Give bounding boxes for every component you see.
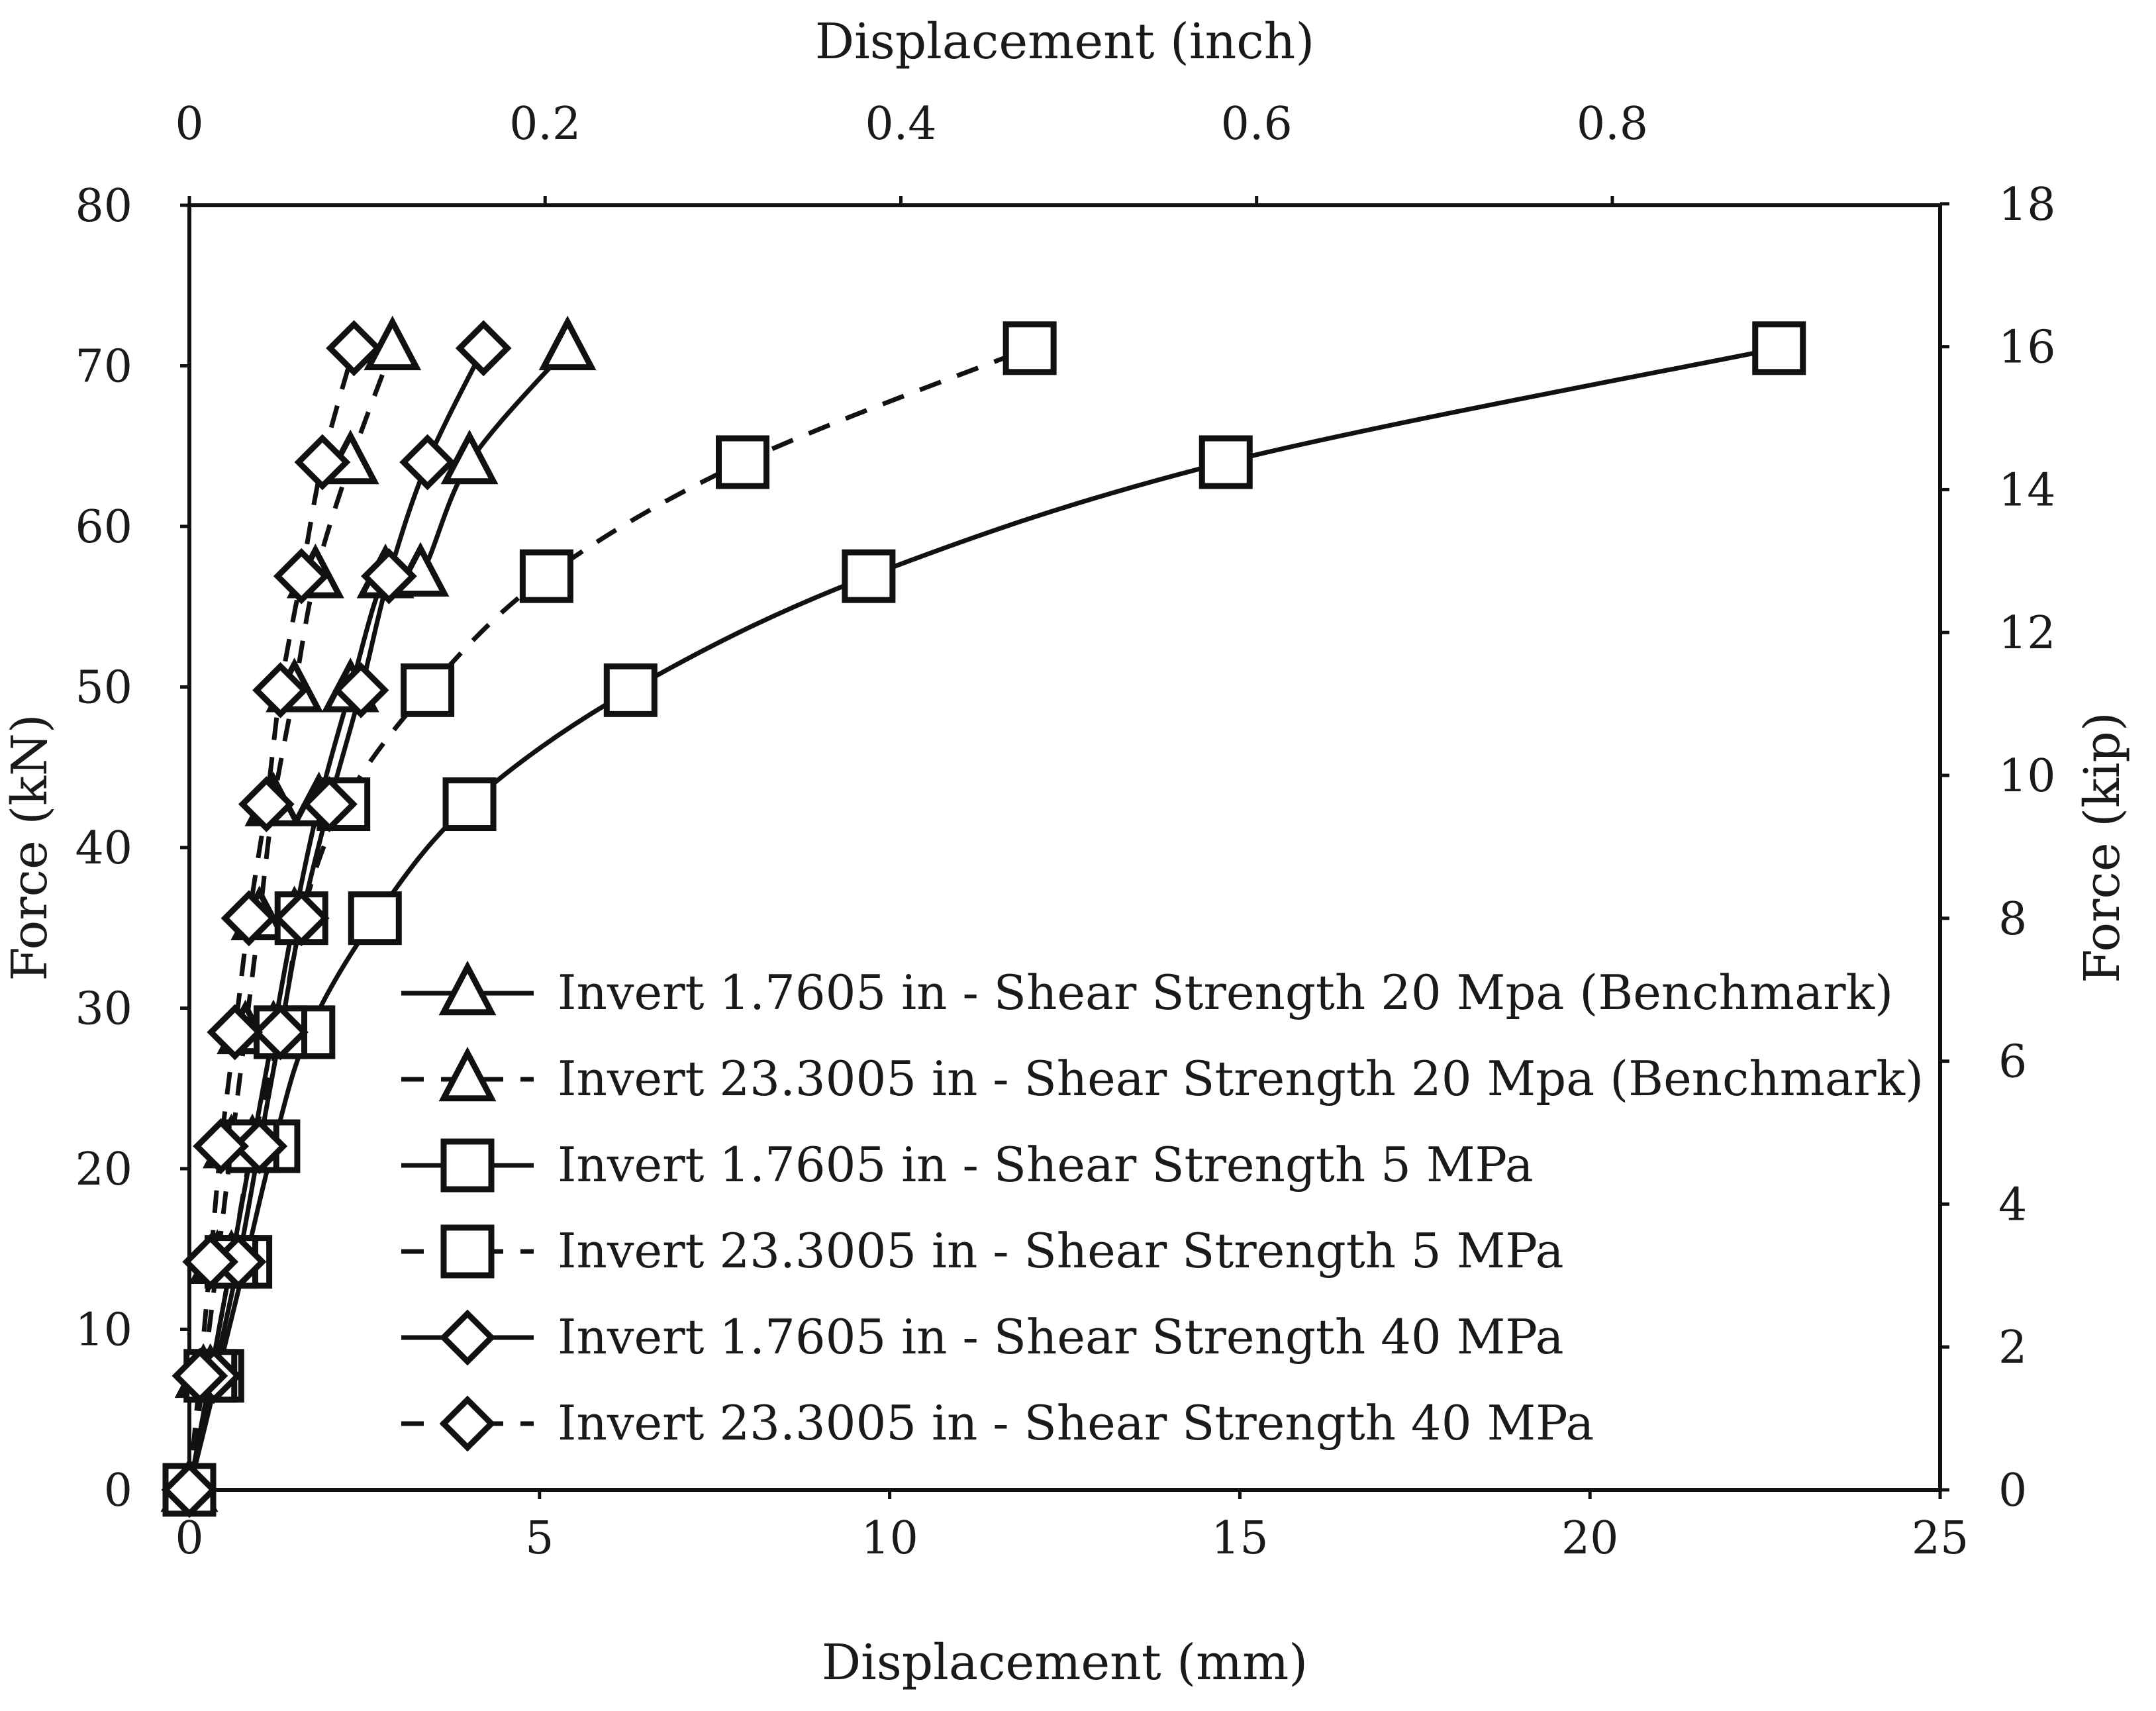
y-left-tick-label: 30	[75, 983, 132, 1036]
legend-marker-triangle	[438, 960, 497, 1016]
data-point-square	[842, 549, 896, 603]
x-top-tick-label: 0.4	[865, 98, 936, 150]
y-left-tick-label: 40	[75, 822, 132, 875]
legend-entry: Invert 23.3005 in - Shear Strength 20 Mp…	[401, 1046, 1924, 1106]
data-point-diamond	[294, 434, 351, 491]
data-point-diamond	[399, 434, 456, 491]
y-left-tick-label: 20	[75, 1144, 132, 1196]
x-bottom-tick-label: 0	[175, 1512, 203, 1565]
y-right-tick-label: 10	[1998, 750, 2056, 803]
plot-area	[187, 203, 1942, 1492]
y-left-tick-label: 70	[75, 341, 132, 393]
y-right-axis-title: Force (kip)	[2074, 712, 2131, 983]
y-left-axis-title: Force (kN)	[1, 714, 58, 981]
legend-marker-diamond	[439, 1309, 496, 1366]
data-point-square	[348, 891, 402, 946]
y-right-tick-label: 8	[1998, 893, 2027, 946]
y-right-tick-label: 12	[1998, 607, 2056, 660]
y-right-tick-label: 6	[1998, 1036, 2027, 1089]
data-point-diamond	[361, 548, 417, 605]
x-bottom-tick-label: 5	[525, 1512, 554, 1565]
data-point-square	[1003, 321, 1057, 375]
y-right-tick-label: 16	[1998, 322, 2056, 374]
legend-marker-square	[440, 1224, 495, 1279]
data-point-diamond	[455, 320, 512, 377]
data-point-diamond	[207, 1004, 264, 1061]
data-point-square	[603, 663, 658, 717]
data-point-diamond	[161, 1461, 218, 1518]
data-point-diamond	[182, 1234, 239, 1291]
data-point-square	[1752, 321, 1806, 375]
data-point-triangle	[538, 315, 597, 371]
legend-entry: Invert 1.7605 in - Shear Strength 5 MPa	[401, 1137, 1534, 1193]
data-point-triangle	[364, 315, 422, 371]
data-point-square	[1199, 435, 1253, 489]
x-top-tick-label: 0.8	[1577, 98, 1648, 150]
x-bottom-tick-label: 20	[1561, 1512, 1619, 1565]
y-right-tick-label: 4	[1998, 1179, 2027, 1231]
y-left-tick-label: 50	[75, 662, 132, 714]
legend: Invert 1.7605 in - Shear Strength 20 Mpa…	[401, 960, 1924, 1452]
legend-label: Invert 1.7605 in - Shear Strength 40 MPa	[558, 1309, 1564, 1365]
data-point-diamond	[301, 776, 358, 832]
y-left-tick-label: 80	[75, 180, 132, 232]
legend-entry: Invert 23.3005 in - Shear Strength 40 MP…	[401, 1395, 1594, 1452]
y-left-tick-label: 60	[75, 501, 132, 554]
legend-marker-diamond	[439, 1395, 496, 1452]
legend-marker-square	[440, 1138, 495, 1193]
data-point-square	[401, 663, 455, 717]
data-point-triangle	[440, 429, 499, 485]
data-point-diamond	[193, 1118, 249, 1175]
y-right-tick-label: 2	[1998, 1322, 2027, 1374]
x-bottom-tick-label: 15	[1211, 1512, 1269, 1565]
x-top-tick-label: 0.2	[509, 98, 581, 150]
legend-entry: Invert 23.3005 in - Shear Strength 5 MPa	[401, 1223, 1564, 1279]
series-6	[161, 320, 382, 1518]
axis-ticks: 0 5 10 15 20 250 0.2 0.4 0.6 0.801020304050607080…	[75, 98, 2055, 1565]
y-right-tick-label: 18	[1998, 179, 2056, 231]
x-top-tick-label: 0	[175, 98, 203, 150]
legend-label: Invert 23.3005 in - Shear Strength 20 Mp…	[558, 1051, 1924, 1106]
data-point-diamond	[252, 661, 309, 718]
y-right-tick-label: 14	[1998, 464, 2056, 516]
legend-marker-triangle	[438, 1046, 497, 1102]
legend-label: Invert 23.3005 in - Shear Strength 5 MPa	[558, 1223, 1564, 1279]
legend-label: Invert 1.7605 in - Shear Strength 20 Mpa…	[558, 965, 1893, 1020]
data-point-diamond	[172, 1347, 228, 1404]
data-point-square	[716, 435, 770, 489]
x-bottom-tick-label: 10	[861, 1512, 918, 1565]
data-point-diamond	[332, 661, 389, 718]
x-bottom-axis-title: Displacement (mm)	[822, 1634, 1308, 1691]
legend-entry: Invert 1.7605 in - Shear Strength 20 Mpa…	[401, 960, 1893, 1020]
data-point-diamond	[252, 1004, 309, 1061]
data-point-diamond	[273, 548, 330, 605]
data-point-diamond	[238, 776, 295, 832]
y-right-tick-label: 0	[1998, 1465, 2027, 1517]
data-point-diamond	[273, 890, 330, 947]
series-5	[161, 320, 512, 1518]
data-point-square	[519, 549, 573, 603]
legend-label: Invert 1.7605 in - Shear Strength 5 MPa	[558, 1137, 1534, 1193]
data-series	[160, 315, 1806, 1518]
y-left-tick-label: 10	[75, 1304, 132, 1357]
x-top-tick-label: 0.6	[1221, 98, 1293, 150]
legend-label: Invert 23.3005 in - Shear Strength 40 MP…	[558, 1395, 1594, 1451]
legend-entry: Invert 1.7605 in - Shear Strength 40 MPa	[401, 1309, 1564, 1366]
x-top-axis-title: Displacement (inch)	[815, 13, 1314, 70]
data-point-diamond	[220, 890, 277, 947]
y-left-tick-label: 0	[104, 1465, 132, 1517]
x-bottom-tick-label: 25	[1912, 1512, 1969, 1565]
data-point-square	[442, 777, 497, 832]
data-point-diamond	[326, 320, 382, 377]
data-point-diamond	[231, 1118, 288, 1175]
